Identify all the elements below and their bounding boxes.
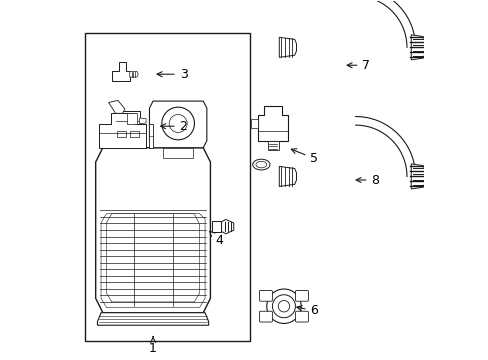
Polygon shape [112,62,129,81]
Polygon shape [355,0,415,47]
Polygon shape [149,101,206,148]
Text: 6: 6 [296,305,318,318]
Ellipse shape [255,161,266,168]
Circle shape [266,289,301,323]
Polygon shape [215,220,233,234]
Circle shape [278,301,289,312]
Text: 1: 1 [149,337,157,355]
Text: 3: 3 [157,68,187,81]
Polygon shape [212,221,221,232]
Polygon shape [410,35,425,60]
Text: 8: 8 [355,174,379,186]
Text: 5: 5 [291,149,318,165]
Polygon shape [127,113,136,124]
Polygon shape [97,313,208,325]
Polygon shape [279,37,296,57]
FancyBboxPatch shape [295,291,308,301]
Polygon shape [130,131,139,137]
Circle shape [162,107,194,140]
Polygon shape [116,111,139,131]
Circle shape [169,114,187,132]
FancyBboxPatch shape [259,291,272,301]
Polygon shape [149,125,153,148]
Circle shape [272,295,295,318]
Polygon shape [250,118,258,128]
Polygon shape [410,164,425,189]
Polygon shape [267,141,278,150]
Polygon shape [129,71,138,77]
Text: 7: 7 [346,59,370,72]
Polygon shape [279,166,296,186]
FancyBboxPatch shape [259,311,272,322]
Polygon shape [96,148,210,313]
Text: 4: 4 [209,231,223,247]
Text: 2: 2 [161,120,187,133]
Polygon shape [108,100,124,113]
Polygon shape [99,113,145,148]
FancyBboxPatch shape [295,311,308,322]
Polygon shape [117,131,125,137]
Ellipse shape [252,159,269,170]
Polygon shape [258,107,288,141]
Polygon shape [163,148,193,158]
Polygon shape [139,118,146,124]
Bar [85,33,249,341]
Polygon shape [355,117,415,176]
